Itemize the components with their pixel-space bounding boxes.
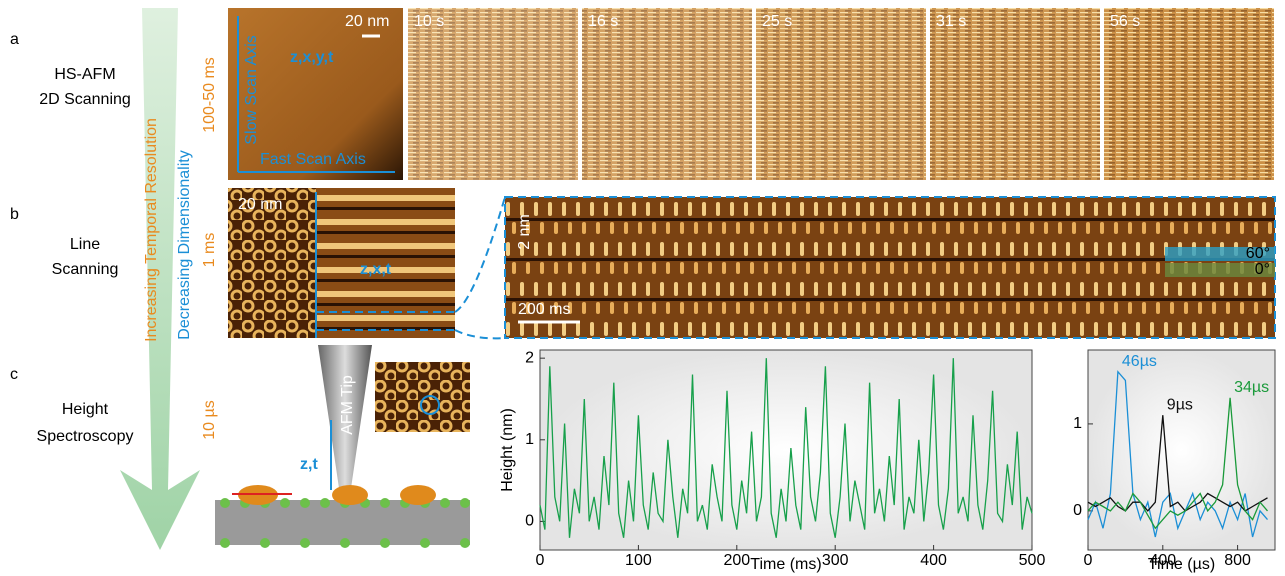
scale-bar-label: 20 nm: [345, 13, 389, 30]
frame-time: 16 s: [588, 13, 618, 30]
x-tick-label: 0: [1084, 552, 1093, 569]
panel-label: b: [10, 206, 19, 223]
x-tick-label: 300: [822, 552, 849, 569]
x-axis-label: Time (ms): [750, 556, 821, 573]
x-tick-label: 0: [536, 552, 545, 569]
afm-image: [1104, 8, 1274, 180]
y-axis-label: Height (nm): [499, 408, 516, 492]
axes-label: z,x,y,t: [290, 49, 334, 66]
y-tick-label: 0: [1073, 502, 1082, 519]
row-title: Line: [70, 236, 100, 253]
figure: a HS-AFM 2D Scanning 100-50 ms b Line Scanning…: [0, 0, 1285, 576]
frame-time: 25 s: [762, 13, 792, 30]
x-axis-label: Time (µs): [1148, 556, 1215, 573]
scale-bar-label: 20 nm: [238, 196, 282, 213]
rate-label: 1 ms: [201, 233, 218, 268]
axis-name: Fast Scan Axis: [260, 151, 366, 168]
frame-time: 56 s: [1110, 13, 1140, 30]
y-tick-label: 1: [1073, 415, 1082, 432]
axes-label: z,t: [300, 456, 318, 473]
y-tick-label: 0: [525, 513, 534, 530]
x-tick-label: 800: [1224, 552, 1251, 569]
tip-label: AFM Tip: [339, 375, 356, 435]
kymograph: [505, 197, 1275, 338]
panel-label: c: [10, 366, 18, 383]
scale-bar-label: 200 ms: [518, 301, 570, 318]
frame-time: 31 s: [936, 13, 966, 30]
rate-label: 100-50 ms: [201, 57, 218, 133]
row-title: Height: [62, 401, 109, 418]
arrow-label: Increasing Temporal Resolution: [143, 118, 160, 342]
annotation: 34µs: [1234, 379, 1269, 396]
row-title: Spectroscopy: [37, 428, 134, 445]
row-title: 2D Scanning: [39, 91, 131, 108]
scale-bar-label: 2 nm: [516, 214, 533, 250]
y-tick-label: 1: [525, 431, 534, 448]
x-tick-label: 100: [625, 552, 652, 569]
frame-time: 10 s: [414, 13, 444, 30]
x-tick-label: 400: [920, 552, 947, 569]
arrow-label: Decreasing Dimensionality: [176, 150, 193, 339]
annotation: 46µs: [1122, 353, 1157, 370]
x-tick-label: 200: [723, 552, 750, 569]
rate-label: 10 µs: [201, 400, 218, 439]
afm-image: [408, 8, 578, 180]
annotation: 9µs: [1167, 396, 1193, 413]
afm-image: [756, 8, 926, 180]
row-title: HS-AFM: [54, 66, 115, 83]
row-title: Scanning: [52, 261, 119, 278]
angle-label: 60°: [1246, 245, 1270, 262]
axes-label: z,x,t: [360, 261, 392, 278]
afm-image: [930, 8, 1100, 180]
angle-label: 0°: [1255, 261, 1270, 278]
afm-image: [582, 8, 752, 180]
x-tick-label: 500: [1019, 552, 1046, 569]
axis-name: Slow Scan Axis: [243, 35, 260, 144]
panel-label: a: [10, 31, 19, 48]
y-tick-label: 2: [525, 349, 534, 366]
